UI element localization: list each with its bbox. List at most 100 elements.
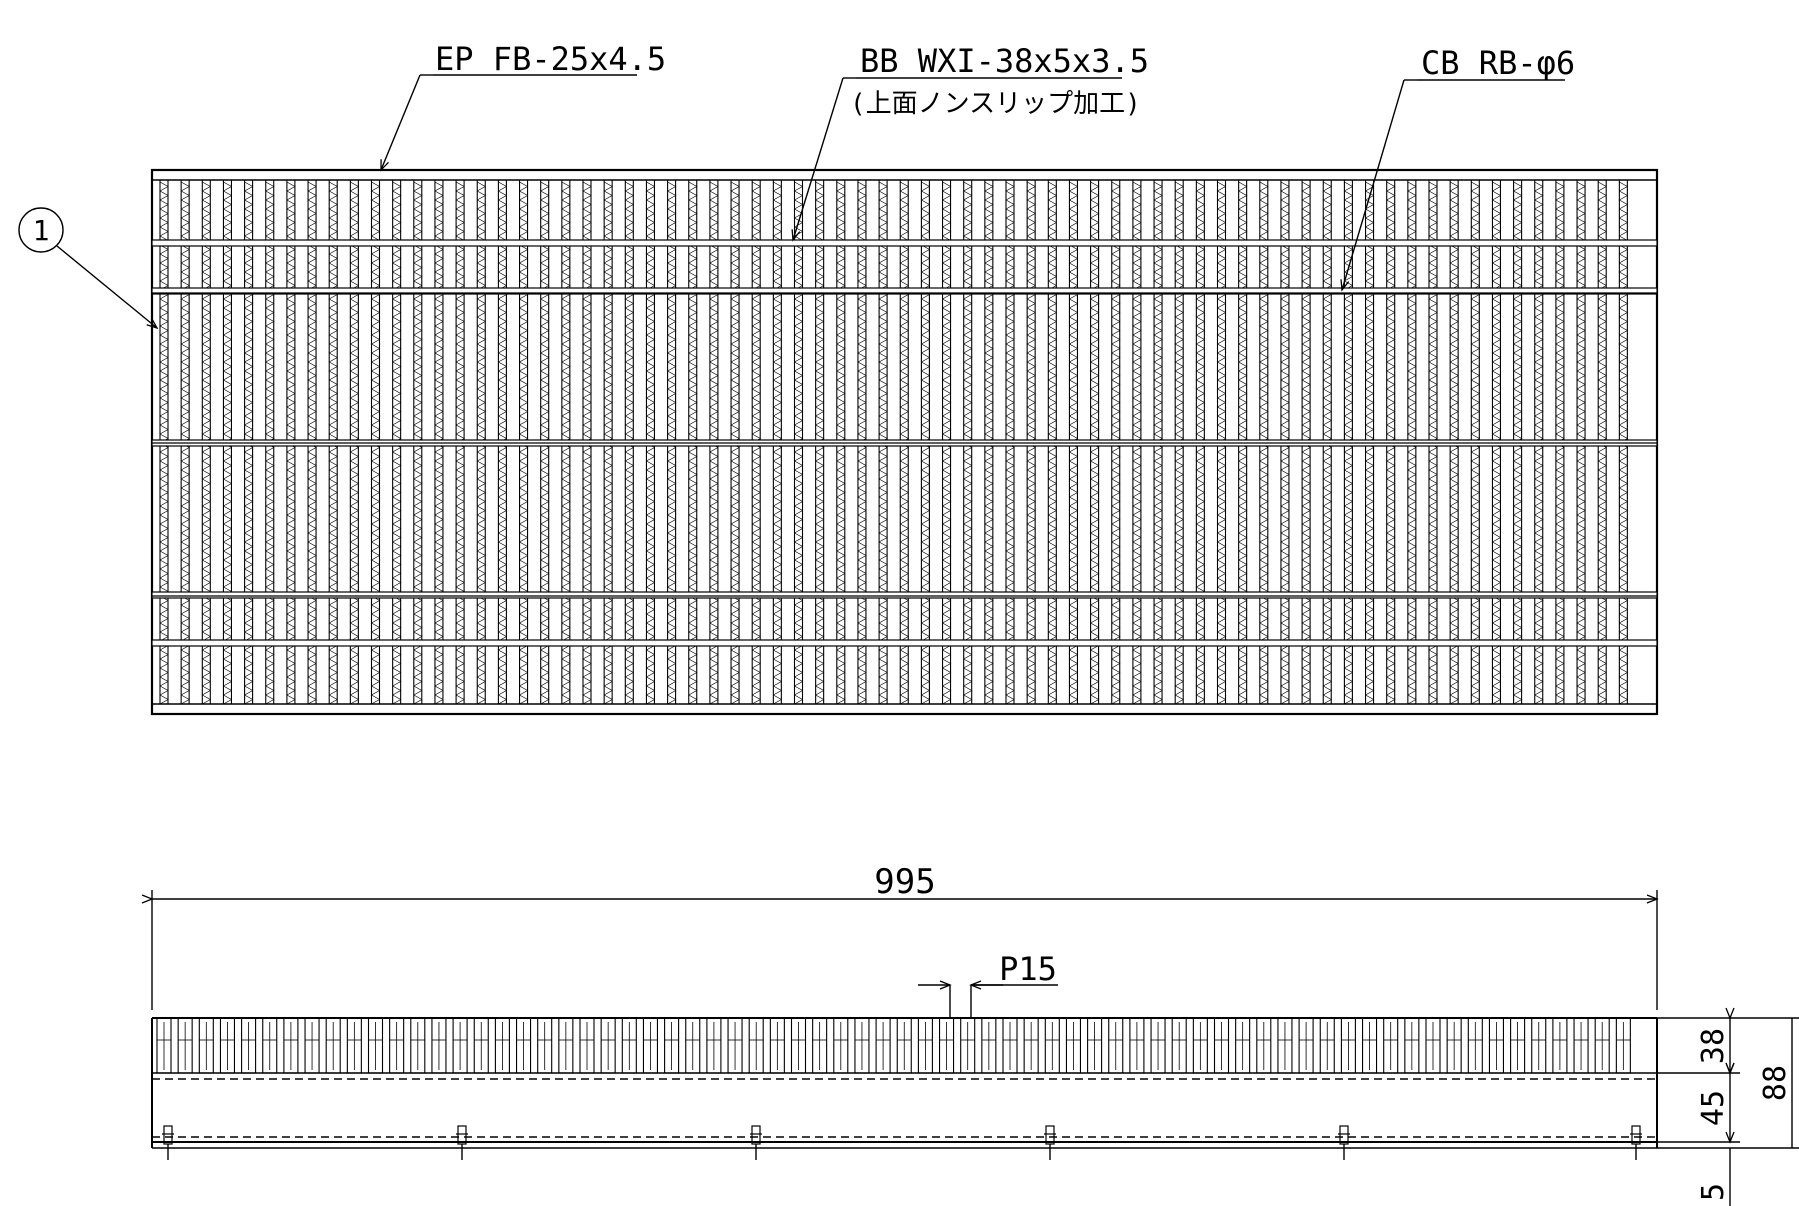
cross-bar-leader <box>1340 79 1405 292</box>
callouts <box>18 74 1565 330</box>
side-bearing-bar <box>198 1017 214 1074</box>
side-bearing-bar <box>494 1017 510 1074</box>
side-bearing-bar <box>283 1017 299 1074</box>
cross-bar <box>151 591 1658 599</box>
side-bearing-bar <box>1383 1017 1399 1074</box>
side-bearing-bar <box>1615 1017 1631 1074</box>
side-bearing-bar <box>537 1017 553 1074</box>
side-bearing-bar <box>1552 1017 1568 1074</box>
side-bearing-bar <box>1065 1017 1081 1074</box>
side-bearing-bar <box>854 1017 870 1074</box>
plan-view <box>150 168 1659 716</box>
height-88-text: 88 <box>1758 1065 1793 1101</box>
side-bearing-bar <box>452 1017 468 1074</box>
side-bearing-bar <box>367 1017 384 1074</box>
anchor-bolts <box>162 1125 1642 1160</box>
end-plate-label: EP FB-25x4.5 <box>435 40 666 78</box>
side-bearing-bar <box>410 1017 426 1074</box>
bearing-bar-note: (上面ノンスリップ加工) <box>850 89 1141 119</box>
side-bearing-bar <box>156 1017 172 1074</box>
side-bearing-bar <box>1277 1017 1293 1074</box>
side-bearing-bar <box>981 1017 997 1074</box>
side-bearing-bar <box>1467 1017 1483 1074</box>
side-bearing-bar <box>1235 1017 1251 1074</box>
side-bearing-bar <box>262 1017 278 1074</box>
side-bearing-bar <box>685 1017 701 1074</box>
side-bearing-bar <box>473 1017 489 1074</box>
cross-bars <box>151 239 1658 647</box>
cross-bar <box>151 639 1658 647</box>
side-bearing-bar <box>1298 1017 1314 1074</box>
side-bearing-bar <box>790 1017 807 1074</box>
side-bearing-bar <box>1404 1017 1420 1074</box>
side-bearing-bar <box>1573 1017 1589 1074</box>
anchor-bolt <box>1630 1125 1642 1160</box>
side-bearing-bar <box>177 1017 193 1074</box>
anchor-bolt <box>456 1125 468 1160</box>
side-bearing-bar <box>1488 1017 1504 1074</box>
side-bearing-bar <box>1340 1017 1356 1074</box>
side-bearing-bar <box>431 1017 447 1074</box>
side-bearing-bar <box>960 1017 976 1074</box>
side-bearing-bar <box>1129 1017 1145 1074</box>
side-bearing-bar <box>1531 1017 1547 1074</box>
side-bearing-bar <box>621 1017 637 1074</box>
side-bearing-bar <box>1213 1017 1230 1074</box>
cross-bar <box>151 287 1658 295</box>
side-bearing-bar <box>1192 1017 1208 1074</box>
side-bearing-bar <box>1002 1017 1018 1074</box>
bearing-bar-leader <box>791 77 844 242</box>
side-bearing-bar <box>812 1017 828 1074</box>
part-number-circle <box>18 207 64 253</box>
height-38-text: 38 <box>1696 1028 1731 1064</box>
side-bearing-bar <box>1594 1017 1610 1074</box>
part-number: 1 <box>33 214 50 247</box>
side-bearing-bar <box>1171 1017 1187 1074</box>
end-plate-leader <box>380 74 421 172</box>
height-45-text: 45 <box>1696 1090 1731 1126</box>
side-bearing-bar <box>1425 1017 1441 1074</box>
anchor-bolt <box>162 1125 174 1160</box>
height-5-text: 5 <box>1696 1183 1731 1201</box>
side-bearing-bar <box>600 1017 616 1074</box>
side-bearing-bar <box>833 1017 849 1074</box>
side-bearing-bar <box>1256 1017 1272 1074</box>
part-number-leader <box>56 245 159 330</box>
side-bearing-bar <box>1044 1017 1060 1074</box>
side-bearing-bars <box>156 1017 1631 1074</box>
side-bearing-bar <box>1150 1017 1166 1074</box>
bearing-bar-label: BB WXI-38x5x3.5 <box>860 42 1149 80</box>
side-bearing-bar <box>1362 1017 1378 1074</box>
side-bearing-bar <box>1446 1017 1462 1074</box>
side-bearing-bar <box>515 1017 532 1074</box>
pitch-dimension-text: P15 <box>999 950 1057 988</box>
side-bearing-bar <box>304 1017 320 1074</box>
side-bearing-bar <box>938 1017 955 1074</box>
side-bearing-bar <box>325 1017 341 1074</box>
side-bearing-bar <box>1510 1017 1526 1074</box>
side-bearing-bar <box>917 1017 933 1074</box>
side-bearing-bar <box>706 1017 722 1074</box>
side-bearing-bar <box>558 1017 574 1074</box>
anchor-bolt <box>750 1125 762 1160</box>
side-bearing-bar <box>579 1017 595 1074</box>
side-bearing-bar <box>389 1017 405 1074</box>
side-bearing-bar <box>1108 1017 1124 1074</box>
side-bearing-bar <box>1319 1017 1335 1074</box>
side-bearing-bar <box>642 1017 659 1074</box>
side-bearing-bar <box>241 1017 257 1074</box>
side-view <box>141 890 1799 1206</box>
side-bearing-bar <box>727 1017 743 1074</box>
side-bearing-bar <box>346 1017 362 1074</box>
side-bearing-bar <box>748 1017 764 1074</box>
side-bearing-bar <box>875 1017 891 1074</box>
side-bearing-bar <box>664 1017 680 1074</box>
side-bearing-bar <box>1023 1017 1039 1074</box>
cross-bar-label: CB RB-φ6 <box>1421 44 1575 82</box>
side-bearing-bar <box>1087 1017 1103 1074</box>
side-bearing-bar <box>219 1017 235 1074</box>
side-bearing-bar <box>896 1017 912 1074</box>
anchor-bolt <box>1044 1125 1056 1160</box>
anchor-bolt <box>1338 1125 1350 1160</box>
